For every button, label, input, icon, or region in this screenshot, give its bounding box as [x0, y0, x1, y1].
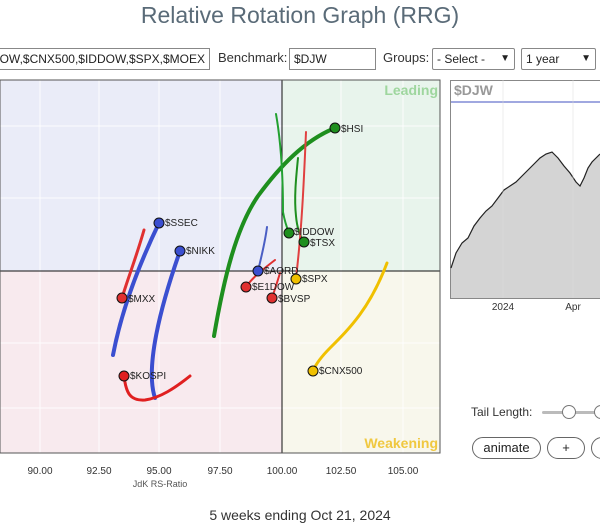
x-tick: 102.50 — [326, 466, 357, 477]
quadrant-lagging — [0, 271, 282, 453]
benchmark-input[interactable]: $DJW — [289, 48, 376, 70]
point-iddow[interactable] — [283, 227, 295, 239]
x-axis-ticks: 90.00 92.50 95.00 97.50 100.00 102.50 10… — [27, 466, 418, 477]
label-bvsp: $BVSP — [278, 294, 311, 305]
label-tsx: $TSX — [310, 238, 335, 249]
chart-frame — [0, 79, 441, 454]
benchmark-label: Benchmark: — [218, 50, 288, 65]
label-e1dow: $E1DOW — [252, 282, 295, 293]
page-title: Relative Rotation Graph (RRG) — [140, 2, 460, 28]
x-tick: 97.50 — [207, 466, 232, 477]
tail-hsi — [212, 126, 337, 338]
benchmark-symbol: $DJW — [454, 82, 494, 98]
point-nikk[interactable] — [174, 245, 186, 257]
tail-nikk — [149, 249, 182, 400]
x-tick: 90.00 — [27, 466, 52, 477]
x-tick: 95.00 — [146, 466, 171, 477]
label-spx: $SPX — [302, 274, 328, 285]
point-aord[interactable] — [252, 265, 264, 277]
point-cnx500[interactable] — [307, 365, 319, 377]
label-mxx: $MXX — [128, 294, 156, 305]
tail-ssec — [111, 221, 161, 357]
tail-length-label: Tail Length: — [471, 405, 533, 419]
tail-spx — [295, 131, 307, 279]
rrg-chart: Leading Weakening $HSI $IDDOW $TSX — [0, 79, 441, 489]
label-aord: $AORD — [264, 266, 298, 277]
benchmark-x-tick: 2024 — [492, 302, 515, 313]
label-kospi: $KOSPI — [130, 371, 166, 382]
heads — [116, 122, 341, 382]
tail-length-slider[interactable] — [542, 405, 600, 419]
benchmark-x-tick: Apr — [565, 302, 581, 313]
benchmark-chart: $DJW 2024 Apr — [450, 80, 600, 313]
quadrant-weakening — [282, 271, 440, 453]
benchmark-line — [450, 151, 600, 269]
slider-handle[interactable] — [562, 405, 576, 419]
benchmark-area — [451, 152, 600, 298]
period-select[interactable]: 1 year ▼ — [521, 48, 596, 70]
toolbar: DOW,$CNX500,$IDDOW,$SPX,$MOEX Benchmark:… — [0, 48, 600, 72]
point-e1dow[interactable] — [240, 281, 252, 293]
animate-button[interactable]: animate — [472, 437, 541, 459]
groups-label: Groups: — [383, 50, 430, 65]
point-tsx[interactable] — [298, 236, 310, 248]
label-ssec: $SSEC — [165, 218, 198, 229]
quadrant-label-weakening: Weakening — [364, 435, 438, 451]
groups-select-value: - Select - — [437, 52, 486, 66]
point-hsi[interactable] — [329, 122, 341, 134]
quadrant-label-leading: Leading — [384, 82, 438, 98]
chevron-down-icon: ▼ — [500, 53, 510, 64]
point-spx[interactable] — [290, 273, 302, 285]
label-cnx500: $CNX500 — [319, 366, 363, 377]
label-iddow: $IDDOW — [294, 227, 335, 238]
grid-lines — [0, 80, 440, 453]
x-tick: 92.50 — [86, 466, 111, 477]
tail-kospi — [122, 374, 192, 402]
x-tick: 100.00 — [267, 466, 298, 477]
tail-iddow — [275, 113, 290, 234]
point-bvsp[interactable] — [266, 292, 278, 304]
plus-button[interactable]: + — [547, 437, 585, 459]
label-nikk: $NIKK — [186, 246, 215, 257]
point-labels: $HSI $IDDOW $TSX $SSEC $NIKK $AORD $E1DO… — [128, 124, 363, 382]
x-tick: 105.00 — [388, 466, 419, 477]
point-kospi[interactable] — [118, 370, 130, 382]
next-button[interactable] — [591, 437, 600, 459]
slider-handle[interactable] — [594, 405, 600, 419]
point-mxx[interactable] — [116, 292, 128, 304]
x-axis-label: JdK RS-Ratio — [133, 479, 188, 489]
chevron-down-icon: ▼ — [581, 53, 591, 64]
point-ssec[interactable] — [153, 217, 165, 229]
tail-mxx — [120, 228, 146, 300]
tail-cnx500 — [311, 261, 389, 373]
groups-select[interactable]: - Select - ▼ — [432, 48, 515, 70]
symbols-input[interactable]: DOW,$CNX500,$IDDOW,$SPX,$MOEX — [0, 48, 210, 70]
period-select-value: 1 year — [526, 52, 560, 66]
caption: 5 weeks ending Oct 21, 2024 — [209, 507, 391, 523]
label-hsi: $HSI — [341, 124, 363, 135]
